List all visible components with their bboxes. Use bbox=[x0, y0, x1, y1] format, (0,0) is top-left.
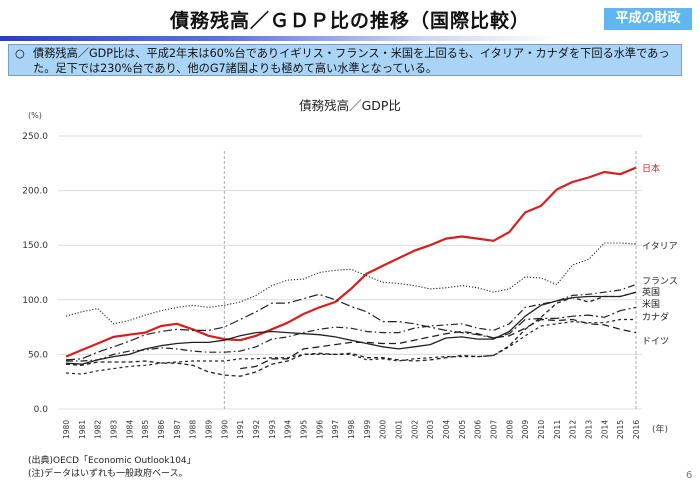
x-tick-label: 2002 bbox=[410, 420, 419, 439]
x-tick-label: 2004 bbox=[442, 420, 451, 439]
x-tick-label: 2014 bbox=[600, 420, 609, 439]
y-tick-label: 100.0 bbox=[22, 296, 48, 306]
x-tick-label: 1990 bbox=[220, 420, 229, 439]
y-tick-label: 50.0 bbox=[28, 350, 48, 360]
x-tick-label: 1986 bbox=[157, 420, 166, 439]
x-tick-label: 1995 bbox=[300, 420, 309, 439]
series-line-米国 bbox=[65, 291, 637, 365]
summary-text: 債務残高／GDP比は、平成2年末は60%台でありイギリス・フランス・米国を上回る… bbox=[33, 47, 670, 75]
x-tick-label: 2008 bbox=[505, 420, 514, 439]
x-tick-label: 1988 bbox=[189, 420, 198, 439]
debt-gdp-chart: 債務残高／GDP比 (%) (年) 0.0 50.0 100.0 150.0 200.0… bbox=[22, 98, 678, 439]
y-tick-label: 200.0 bbox=[22, 187, 48, 197]
x-tick-label: 2016 bbox=[632, 420, 641, 439]
series-line-イタリア bbox=[65, 242, 637, 325]
series-line bbox=[65, 318, 636, 375]
x-tick-label: 2005 bbox=[458, 420, 467, 439]
series-label: フランス bbox=[642, 276, 678, 287]
x-tick-label: 1982 bbox=[94, 420, 103, 439]
series-label: ドイツ bbox=[642, 337, 669, 347]
x-tick-label: 1980 bbox=[62, 420, 71, 439]
x-tick-label: 1981 bbox=[78, 420, 87, 439]
x-tick-label: 1999 bbox=[363, 420, 372, 439]
x-tick-label: 1985 bbox=[141, 420, 150, 439]
series-line-フランス bbox=[66, 283, 637, 362]
x-tick-label: 2003 bbox=[426, 420, 435, 439]
series-label: イタリア bbox=[642, 241, 678, 252]
x-tick-label: 1993 bbox=[268, 420, 277, 439]
series-line-ドイツ bbox=[240, 318, 637, 370]
x-tick-label: 2009 bbox=[521, 420, 530, 439]
series-label: 日本 bbox=[642, 163, 660, 175]
series-label: カナダ bbox=[642, 311, 669, 323]
x-tick-label: 2012 bbox=[569, 420, 578, 439]
x-tick-label: 1997 bbox=[331, 420, 340, 439]
x-tick-label: 1989 bbox=[205, 420, 214, 439]
chart-title: 債務残高／GDP比 bbox=[299, 98, 401, 113]
x-tick-label: 1996 bbox=[315, 420, 324, 439]
series-line-カナダ bbox=[65, 293, 637, 361]
series-label: 英国 bbox=[642, 286, 660, 298]
x-axis-unit: (年) bbox=[652, 423, 668, 435]
source-note: (出典)OECD「Economic Outlook104」 bbox=[28, 456, 196, 466]
x-tick-label: 2007 bbox=[490, 420, 499, 439]
page-number: 6 bbox=[686, 470, 693, 481]
x-tick-label: 2015 bbox=[616, 420, 625, 439]
y-axis-unit: (%) bbox=[28, 111, 42, 120]
x-tick-label: 1994 bbox=[284, 420, 293, 439]
x-tick-label: 2001 bbox=[395, 420, 404, 439]
x-tick-label: 1983 bbox=[110, 420, 119, 439]
x-tick-label: 2011 bbox=[553, 420, 562, 439]
x-tick-label: 1984 bbox=[125, 420, 134, 439]
x-tick-label: 2000 bbox=[379, 420, 388, 439]
title-underline bbox=[0, 36, 560, 41]
series-label: 米国 bbox=[642, 298, 660, 310]
x-tick-label: 1998 bbox=[347, 420, 356, 439]
y-tick-label: 0.0 bbox=[34, 405, 49, 415]
x-tick-label: 2013 bbox=[585, 420, 594, 439]
y-tick-label: 150.0 bbox=[22, 241, 48, 251]
section-badge: 平成の財政 bbox=[604, 8, 692, 30]
summary-box: ○ 債務残高／GDP比は、平成2年末は60%台でありイギリス・フランス・米国を上… bbox=[8, 44, 682, 76]
series-line-英国 bbox=[65, 291, 637, 377]
x-tick-label: 2006 bbox=[474, 420, 483, 439]
x-tick-label: 1992 bbox=[252, 420, 261, 439]
data-note: (注)データはいずれも一般政府ベース。 bbox=[28, 469, 188, 479]
bullet-icon: ○ bbox=[15, 47, 25, 60]
x-tick-label: 1991 bbox=[236, 420, 245, 439]
page-title: 債務残高／ＧＤＰ比の推移（国際比較） bbox=[169, 10, 530, 32]
x-tick-label: 1987 bbox=[173, 420, 182, 439]
y-tick-label: 250.0 bbox=[22, 132, 48, 142]
x-tick-label: 2010 bbox=[537, 420, 546, 439]
series-line-日本 bbox=[65, 166, 637, 358]
